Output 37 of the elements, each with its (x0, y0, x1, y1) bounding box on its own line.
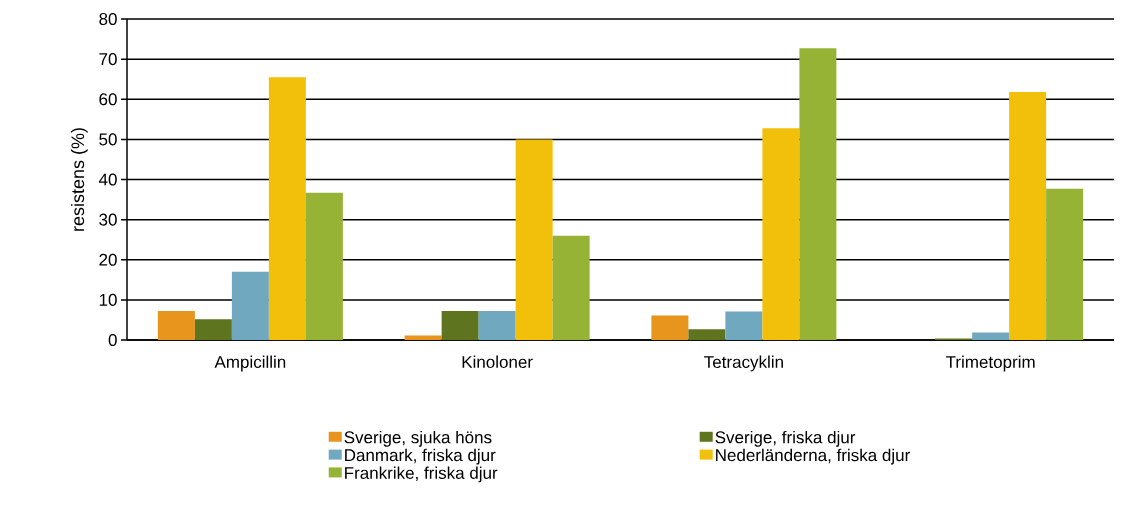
y-tick-label: 80 (99, 12, 117, 26)
y-tick-label: 0 (108, 333, 117, 347)
y-tick-label: 50 (99, 133, 117, 146)
bar (552, 235, 590, 340)
bar (725, 311, 763, 340)
bar (515, 139, 553, 340)
y-tick-label: 10 (99, 293, 117, 306)
bar (972, 332, 1010, 340)
bar (194, 319, 232, 340)
x-tick-label: Ampicillin (214, 355, 286, 372)
x-tick-label: Trimetoprim (945, 355, 1035, 372)
bar (231, 271, 269, 340)
y-tick-label: 30 (99, 213, 117, 226)
bar (1046, 188, 1084, 340)
bar (404, 335, 442, 340)
bar (157, 311, 195, 340)
bar (441, 311, 479, 340)
x-tick-label: Tetracyklin (704, 355, 783, 372)
legend-label: Sverige, friska djur (715, 430, 856, 447)
legend-label: Nederländerna, friska djur (716, 448, 910, 465)
y-tick-label: 70 (99, 53, 117, 66)
legend-label: Frankrike, friska djur (345, 466, 498, 483)
y-tick-label: 20 (99, 253, 117, 266)
y-tick-label: 60 (99, 93, 117, 106)
bar (268, 77, 306, 340)
bar (478, 311, 516, 340)
legend-label: Danmark, friska djur (345, 448, 496, 465)
y-tick-label: 40 (98, 173, 117, 186)
bar (799, 48, 837, 340)
bar (688, 329, 726, 340)
legend-label: Sverige, sjuka höns (344, 430, 492, 447)
x-tick-label: Kinoloner (462, 355, 533, 369)
bar (651, 315, 689, 340)
y-axis-title: resistens (%) (70, 128, 88, 231)
bar (1009, 92, 1047, 340)
bar (305, 192, 343, 340)
bar (762, 128, 800, 340)
